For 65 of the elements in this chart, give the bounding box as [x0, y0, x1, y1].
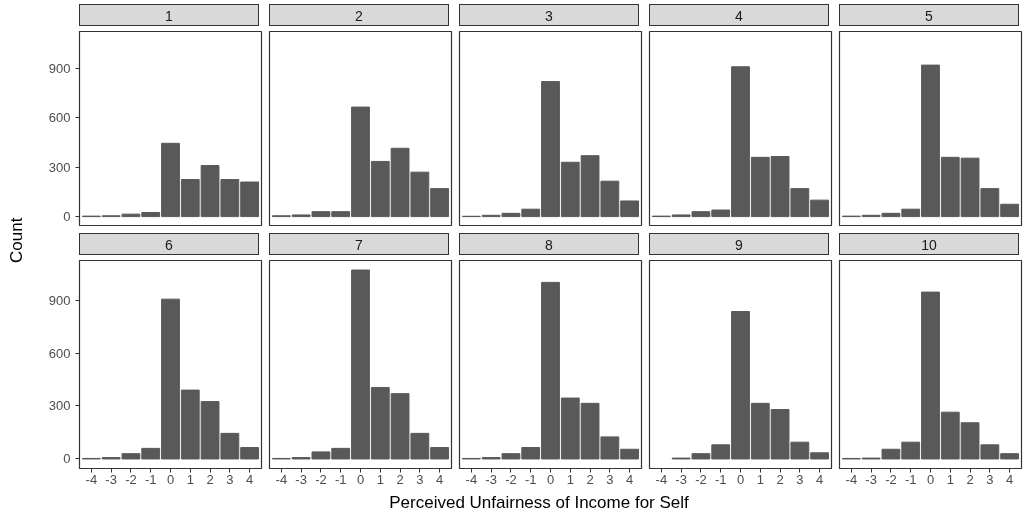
x-tick-label: -1 [904, 471, 917, 487]
y-tick-label: 300 [48, 159, 71, 175]
chart-title: 6 [165, 236, 173, 255]
x-tick-label: 1 [566, 471, 574, 487]
x-tick-label: -2 [695, 471, 707, 487]
x-tick-label: 3 [606, 471, 614, 487]
y-tick-label: 0 [63, 209, 71, 225]
x-tick-label: 0 [926, 471, 935, 487]
chart-title: 8 [545, 236, 553, 255]
x-tick-label: 4 [1006, 471, 1014, 487]
x-tick-label: -4 [275, 471, 288, 487]
x-tick-label: 0 [736, 471, 745, 487]
x-tick-label: 3 [796, 471, 804, 487]
x-tick-label: 4 [436, 471, 444, 487]
y-tick-label: 900 [48, 60, 71, 76]
x-tick-label: -4 [655, 471, 668, 487]
x-tick-label: -2 [885, 471, 897, 487]
x-tick-label: -2 [315, 471, 327, 487]
x-tick-label: 0 [546, 471, 555, 487]
chart-title: 2 [355, 7, 363, 26]
x-tick-label: 0 [356, 471, 365, 487]
y-tick-label: 600 [48, 345, 71, 361]
x-tick-label: 2 [396, 471, 404, 487]
x-tick-label: -3 [675, 471, 687, 487]
chart-title: 5 [925, 7, 933, 26]
x-tick-label: 2 [586, 471, 594, 487]
y-tick-label: 300 [48, 398, 71, 414]
x-tick-label: -3 [865, 471, 877, 487]
x-tick-label: -3 [485, 471, 497, 487]
x-tick-label: 0 [166, 471, 175, 487]
x-tick-label: 4 [246, 471, 254, 487]
x-tick-label: -3 [295, 471, 307, 487]
x-tick-label: -2 [125, 471, 137, 487]
x-tick-label: -4 [85, 471, 98, 487]
x-tick-label: -1 [714, 471, 727, 487]
x-tick-label: 2 [776, 471, 784, 487]
x-tick-label: 1 [756, 471, 764, 487]
x-tick-label: 3 [416, 471, 424, 487]
y-axis-title: Count [5, 217, 27, 263]
y-tick-label: 600 [48, 110, 71, 126]
y-tick-label: 0 [63, 451, 71, 467]
x-tick-label: -1 [334, 471, 347, 487]
chart-title: 10 [921, 236, 937, 255]
x-tick-label: 1 [946, 471, 954, 487]
chart-title: 7 [355, 236, 363, 255]
chart-title: 9 [735, 236, 743, 255]
x-tick-label: 2 [966, 471, 974, 487]
y-tick-label: 900 [48, 292, 71, 308]
x-tick-label: 3 [226, 471, 234, 487]
x-tick-label: -1 [144, 471, 157, 487]
x-tick-label: -4 [465, 471, 478, 487]
x-tick-label: 4 [626, 471, 634, 487]
chart-title: 1 [165, 7, 173, 26]
x-tick-label: -1 [524, 471, 537, 487]
chart-title: 3 [545, 7, 553, 26]
x-tick-label: -3 [105, 471, 117, 487]
x-tick-label: 1 [376, 471, 384, 487]
x-tick-label: 4 [816, 471, 824, 487]
x-axis-title: Perceived Unfairness of Income for Self [389, 492, 689, 512]
x-tick-label: 2 [206, 471, 214, 487]
chart-title: 4 [735, 7, 743, 26]
x-tick-label: 1 [186, 471, 194, 487]
x-tick-label: -4 [845, 471, 858, 487]
x-tick-label: 3 [986, 471, 994, 487]
x-tick-label: -2 [505, 471, 517, 487]
